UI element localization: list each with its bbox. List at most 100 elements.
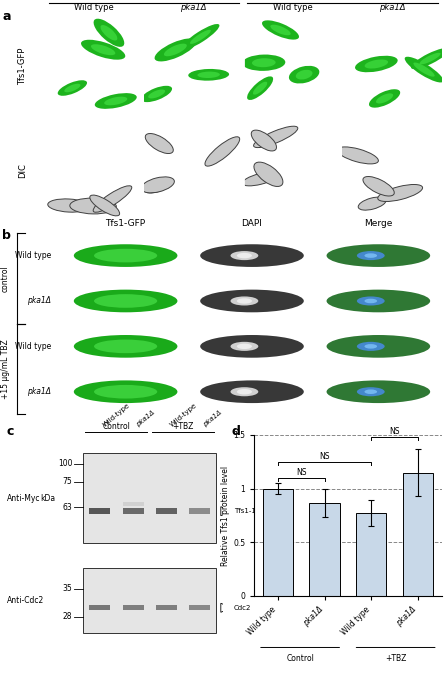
Ellipse shape [364, 390, 377, 394]
Ellipse shape [357, 297, 384, 306]
Ellipse shape [326, 290, 430, 312]
Ellipse shape [95, 93, 137, 109]
Ellipse shape [141, 177, 174, 192]
Ellipse shape [64, 84, 80, 92]
Ellipse shape [247, 76, 273, 100]
Bar [89, 605, 110, 610]
Ellipse shape [155, 38, 196, 62]
Ellipse shape [237, 389, 252, 395]
Ellipse shape [231, 387, 258, 396]
Bar [310, 503, 340, 596]
Text: pka1Δ: pka1Δ [180, 3, 206, 12]
Ellipse shape [91, 45, 116, 55]
Ellipse shape [94, 294, 157, 308]
Ellipse shape [104, 97, 127, 105]
Text: Cdc2: Cdc2 [234, 605, 251, 611]
Text: c: c [7, 425, 14, 438]
Ellipse shape [252, 58, 276, 67]
Ellipse shape [81, 40, 125, 60]
Ellipse shape [231, 251, 258, 260]
Ellipse shape [141, 86, 172, 102]
Ellipse shape [270, 25, 291, 35]
Ellipse shape [326, 245, 430, 267]
Ellipse shape [369, 89, 400, 108]
Ellipse shape [262, 21, 299, 40]
Ellipse shape [364, 253, 377, 258]
Ellipse shape [190, 29, 211, 44]
Ellipse shape [200, 290, 304, 312]
Text: Wild type: Wild type [15, 251, 51, 260]
Text: Tfs1-13Myc: Tfs1-13Myc [234, 508, 274, 514]
Text: 75: 75 [62, 477, 72, 486]
Ellipse shape [182, 24, 219, 50]
Text: pka1Δ: pka1Δ [135, 410, 156, 428]
Ellipse shape [188, 69, 229, 81]
Ellipse shape [94, 249, 157, 262]
Ellipse shape [231, 342, 258, 351]
Ellipse shape [251, 130, 277, 151]
Text: d: d [232, 425, 241, 438]
Text: Wild type: Wild type [273, 3, 313, 12]
Ellipse shape [413, 62, 435, 77]
Ellipse shape [205, 137, 240, 166]
Ellipse shape [363, 177, 394, 196]
Text: NS: NS [296, 468, 306, 477]
Bar [123, 605, 144, 610]
Ellipse shape [357, 387, 384, 396]
Ellipse shape [326, 380, 430, 403]
Text: 100: 100 [58, 460, 72, 469]
Ellipse shape [145, 134, 173, 153]
Ellipse shape [289, 66, 319, 84]
Bar [83, 568, 216, 633]
Ellipse shape [378, 184, 422, 201]
Ellipse shape [93, 186, 132, 212]
Text: Control: Control [103, 422, 130, 431]
Text: pka1Δ: pka1Δ [27, 297, 51, 306]
Ellipse shape [198, 71, 220, 78]
Text: 35: 35 [62, 584, 72, 593]
Bar [89, 508, 110, 514]
Ellipse shape [144, 179, 171, 193]
Text: b: b [2, 229, 11, 242]
Ellipse shape [48, 199, 90, 212]
Ellipse shape [94, 18, 124, 47]
Text: +TBZ: +TBZ [173, 422, 194, 431]
Ellipse shape [357, 251, 384, 260]
Ellipse shape [74, 245, 178, 267]
Bar [403, 473, 433, 596]
Ellipse shape [164, 44, 187, 56]
Ellipse shape [358, 197, 386, 210]
Ellipse shape [70, 198, 116, 214]
Text: Wild type: Wild type [15, 342, 51, 351]
Bar [156, 605, 177, 610]
Ellipse shape [94, 340, 157, 353]
Bar [356, 513, 386, 596]
Bar [263, 488, 293, 596]
Text: Anti-Cdc2: Anti-Cdc2 [7, 596, 44, 605]
Ellipse shape [231, 297, 258, 306]
Text: a: a [2, 10, 11, 23]
Ellipse shape [253, 82, 267, 95]
Ellipse shape [376, 93, 393, 103]
Polygon shape [221, 603, 232, 612]
Ellipse shape [254, 126, 298, 147]
Ellipse shape [357, 342, 384, 351]
Text: Control: Control [286, 654, 314, 663]
Text: NS: NS [389, 427, 400, 436]
Ellipse shape [200, 380, 304, 403]
Ellipse shape [337, 147, 378, 164]
Ellipse shape [74, 380, 178, 403]
Text: pka1Δ: pka1Δ [27, 387, 51, 396]
Ellipse shape [405, 57, 443, 82]
Ellipse shape [365, 60, 388, 68]
Ellipse shape [242, 55, 285, 71]
Bar [83, 453, 216, 543]
Text: Wild-type: Wild-type [102, 402, 131, 428]
Ellipse shape [364, 344, 377, 349]
Ellipse shape [74, 335, 178, 358]
Polygon shape [221, 507, 232, 516]
Ellipse shape [200, 335, 304, 358]
Ellipse shape [326, 335, 430, 358]
Ellipse shape [58, 80, 87, 96]
Ellipse shape [200, 245, 304, 267]
